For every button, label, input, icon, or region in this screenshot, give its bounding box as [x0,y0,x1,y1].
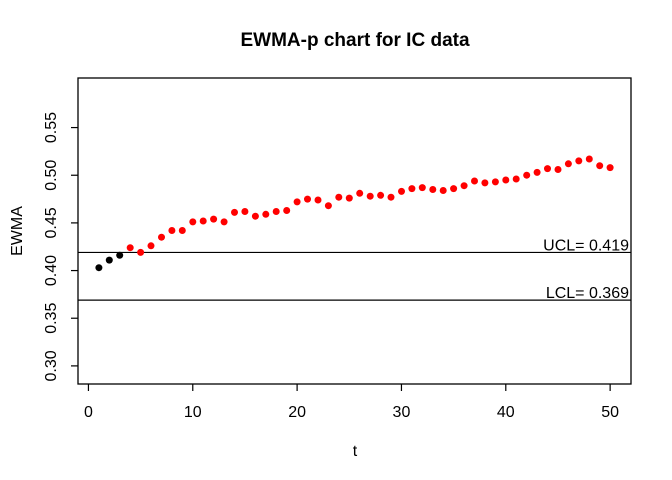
data-point [262,210,270,218]
x-tick-label: 20 [288,404,306,421]
data-point [398,187,405,195]
data-point [189,218,197,226]
data-point [231,208,238,216]
data-point [178,227,186,234]
data-point [533,168,541,176]
data-point [512,175,520,183]
data-point [356,189,364,197]
data-point [408,185,416,193]
data-point [105,256,113,264]
data-point [439,187,447,194]
data-point [564,160,572,168]
data-point [606,164,614,172]
y-tick-label: 0.35 [43,303,60,334]
chart-title: EWMA-p chart for IC data [240,30,469,51]
x-tick-label: 30 [393,404,411,421]
data-point [324,202,332,210]
data-point [293,198,301,206]
y-tick-label: 0.50 [43,160,60,191]
data-point [523,171,531,179]
x-tick-label: 0 [84,404,93,421]
data-point [335,193,343,201]
data-point [126,244,134,252]
data-point [272,208,280,215]
data-point [596,162,604,170]
data-point [481,179,489,187]
data-point [418,184,426,192]
lcl-label: LCL= 0.369 [546,285,629,302]
y-tick-label: 0.55 [43,112,60,143]
data-point [147,242,155,250]
data-point [314,196,322,204]
x-tick-label: 40 [497,404,515,421]
data-point [502,176,510,184]
y-tick-label: 0.40 [43,255,60,286]
data-point [544,165,551,173]
data-point [460,182,468,190]
y-axis-label: EWMA [9,206,26,256]
data-point [168,227,176,234]
x-tick-label: 10 [184,404,202,421]
data-point [450,185,458,193]
x-axis-label: t [353,443,358,460]
data-point [220,218,228,226]
data-point [491,178,499,186]
y-axis: 0.30 0.35 0.40 0.45 0.50 0.55 [43,112,78,381]
data-point [241,208,249,215]
data-point [210,215,218,223]
data-point [116,251,124,259]
y-tick-label: 0.45 [43,207,60,238]
x-axis: 0 10 20 30 40 50 [84,384,619,421]
data-point [95,264,103,272]
data-point [377,191,385,199]
plot-frame [77,77,632,385]
data-point [366,192,374,200]
data-point [158,233,165,241]
data-point [387,193,395,201]
data-point [251,212,259,220]
data-point [304,195,311,203]
ucl-label: UCL= 0.419 [543,237,629,254]
data-point [199,217,207,225]
data-points [95,155,614,272]
data-point [137,248,145,256]
data-point [585,155,593,163]
data-point [575,157,583,165]
data-point [554,166,562,173]
data-point [429,186,437,193]
y-tick-label: 0.30 [43,350,60,381]
data-point [283,207,291,214]
x-tick-label: 50 [601,404,619,421]
data-point [471,177,478,185]
data-point [345,194,353,202]
